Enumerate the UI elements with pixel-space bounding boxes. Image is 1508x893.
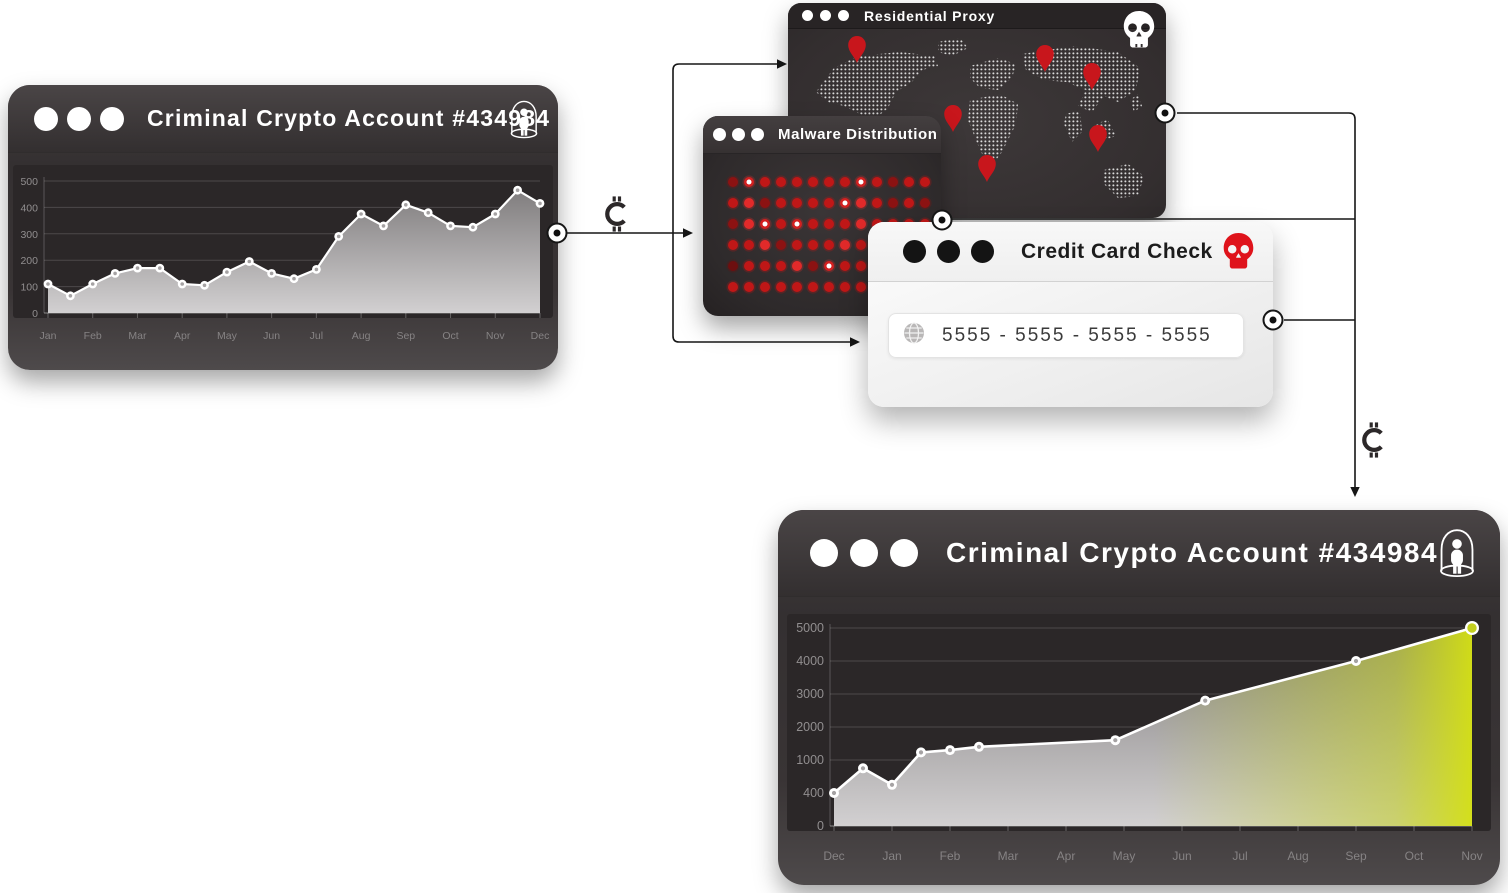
window-button[interactable]	[903, 240, 926, 263]
map-pin	[1089, 125, 1107, 152]
svg-text:400: 400	[803, 786, 824, 800]
svg-text:Aug: Aug	[352, 330, 371, 342]
window-button[interactable]	[100, 106, 124, 131]
window-crypto-before: Criminal Crypto Account #434984 500 400 30…	[8, 85, 558, 370]
window-button[interactable]	[810, 539, 838, 567]
window-button[interactable]	[820, 10, 831, 21]
skull-icon	[1220, 231, 1257, 277]
map-pin	[978, 155, 996, 182]
svg-text:Nov: Nov	[1461, 849, 1482, 863]
window-crypto-after: Criminal Crypto Account #434984 5000 4000…	[778, 510, 1500, 885]
svg-text:Jun: Jun	[1172, 849, 1191, 863]
window-title: Criminal Crypto Account #434984	[946, 537, 1439, 568]
svg-text:May: May	[217, 330, 238, 342]
window-title: Residential Proxy	[864, 7, 996, 24]
svg-text:Jul: Jul	[1232, 849, 1247, 863]
map-pin	[944, 105, 962, 132]
titlebar: Residential Proxy	[788, 3, 1166, 29]
svg-text:1000: 1000	[796, 753, 824, 767]
connector-node	[1154, 102, 1176, 124]
window-title: Criminal Crypto Account #434984	[147, 105, 551, 131]
window-credit-card-check: Credit Card Check 5555 -	[868, 222, 1273, 407]
window-button[interactable]	[890, 539, 918, 567]
svg-text:Dec: Dec	[823, 849, 844, 863]
svg-text:Feb: Feb	[84, 330, 102, 342]
titlebar: Credit Card Check	[868, 222, 1273, 282]
window-malware-distribution: Malware Distribution	[703, 116, 941, 316]
globe-icon	[902, 321, 926, 350]
titlebar: Malware Distribution	[703, 116, 941, 154]
svg-text:Jun: Jun	[263, 330, 280, 342]
svg-text:Feb: Feb	[940, 849, 961, 863]
map-pin	[1036, 45, 1054, 72]
svg-text:Mar: Mar	[998, 849, 1019, 863]
connector-node	[1262, 309, 1284, 331]
svg-text:Jan: Jan	[40, 330, 57, 342]
svg-text:May: May	[1113, 849, 1136, 863]
window-button[interactable]	[751, 128, 764, 141]
window-button[interactable]	[34, 106, 58, 131]
window-title: Malware Distribution	[778, 126, 938, 143]
window-button[interactable]	[67, 106, 91, 131]
svg-text:Dec: Dec	[531, 330, 550, 342]
svg-text:Aug: Aug	[1287, 849, 1308, 863]
svg-text:Oct: Oct	[442, 330, 458, 342]
svg-text:Mar: Mar	[128, 330, 147, 342]
window-button[interactable]	[850, 539, 878, 567]
map-pin	[848, 36, 866, 63]
card-number: 5555 - 5555 - 5555 - 5555	[942, 324, 1212, 346]
window-button[interactable]	[937, 240, 960, 263]
window-button[interactable]	[971, 240, 994, 263]
svg-text:Sep: Sep	[396, 330, 415, 342]
person-in-dome-icon	[506, 97, 542, 146]
titlebar: Criminal Crypto Account #434984	[8, 85, 558, 153]
skull-icon	[1120, 9, 1158, 56]
svg-text:0: 0	[32, 308, 38, 320]
svg-text:Nov: Nov	[486, 330, 505, 342]
svg-text:Jan: Jan	[882, 849, 901, 863]
svg-text:Apr: Apr	[1057, 849, 1076, 863]
svg-text:Oct: Oct	[1405, 849, 1424, 863]
crypto-coin-icon	[602, 196, 630, 237]
svg-text:500: 500	[20, 176, 38, 188]
svg-text:400: 400	[20, 202, 38, 214]
window-button[interactable]	[713, 128, 726, 141]
svg-text:200: 200	[20, 255, 38, 267]
titlebar: Criminal Crypto Account #434984	[778, 510, 1500, 597]
window-title: Credit Card Check	[1021, 239, 1213, 263]
window-button[interactable]	[838, 10, 849, 21]
svg-text:100: 100	[20, 282, 38, 294]
crypto-coin-icon	[1359, 422, 1387, 463]
svg-text:0: 0	[817, 819, 824, 833]
svg-text:300: 300	[20, 229, 38, 241]
svg-text:Apr: Apr	[174, 330, 191, 342]
card-number-field[interactable]: 5555 - 5555 - 5555 - 5555	[888, 313, 1244, 358]
window-button[interactable]	[802, 10, 813, 21]
svg-text:3000: 3000	[796, 687, 824, 701]
map-pin	[1083, 63, 1101, 90]
person-in-dome-icon	[1434, 525, 1480, 585]
svg-text:2000: 2000	[796, 720, 824, 734]
svg-text:4000: 4000	[796, 654, 824, 668]
window-button[interactable]	[732, 128, 745, 141]
svg-text:Sep: Sep	[1345, 849, 1367, 863]
svg-text:5000: 5000	[796, 621, 824, 635]
connector-node	[546, 222, 568, 244]
connector-node	[931, 209, 953, 231]
svg-text:Jul: Jul	[310, 330, 323, 342]
